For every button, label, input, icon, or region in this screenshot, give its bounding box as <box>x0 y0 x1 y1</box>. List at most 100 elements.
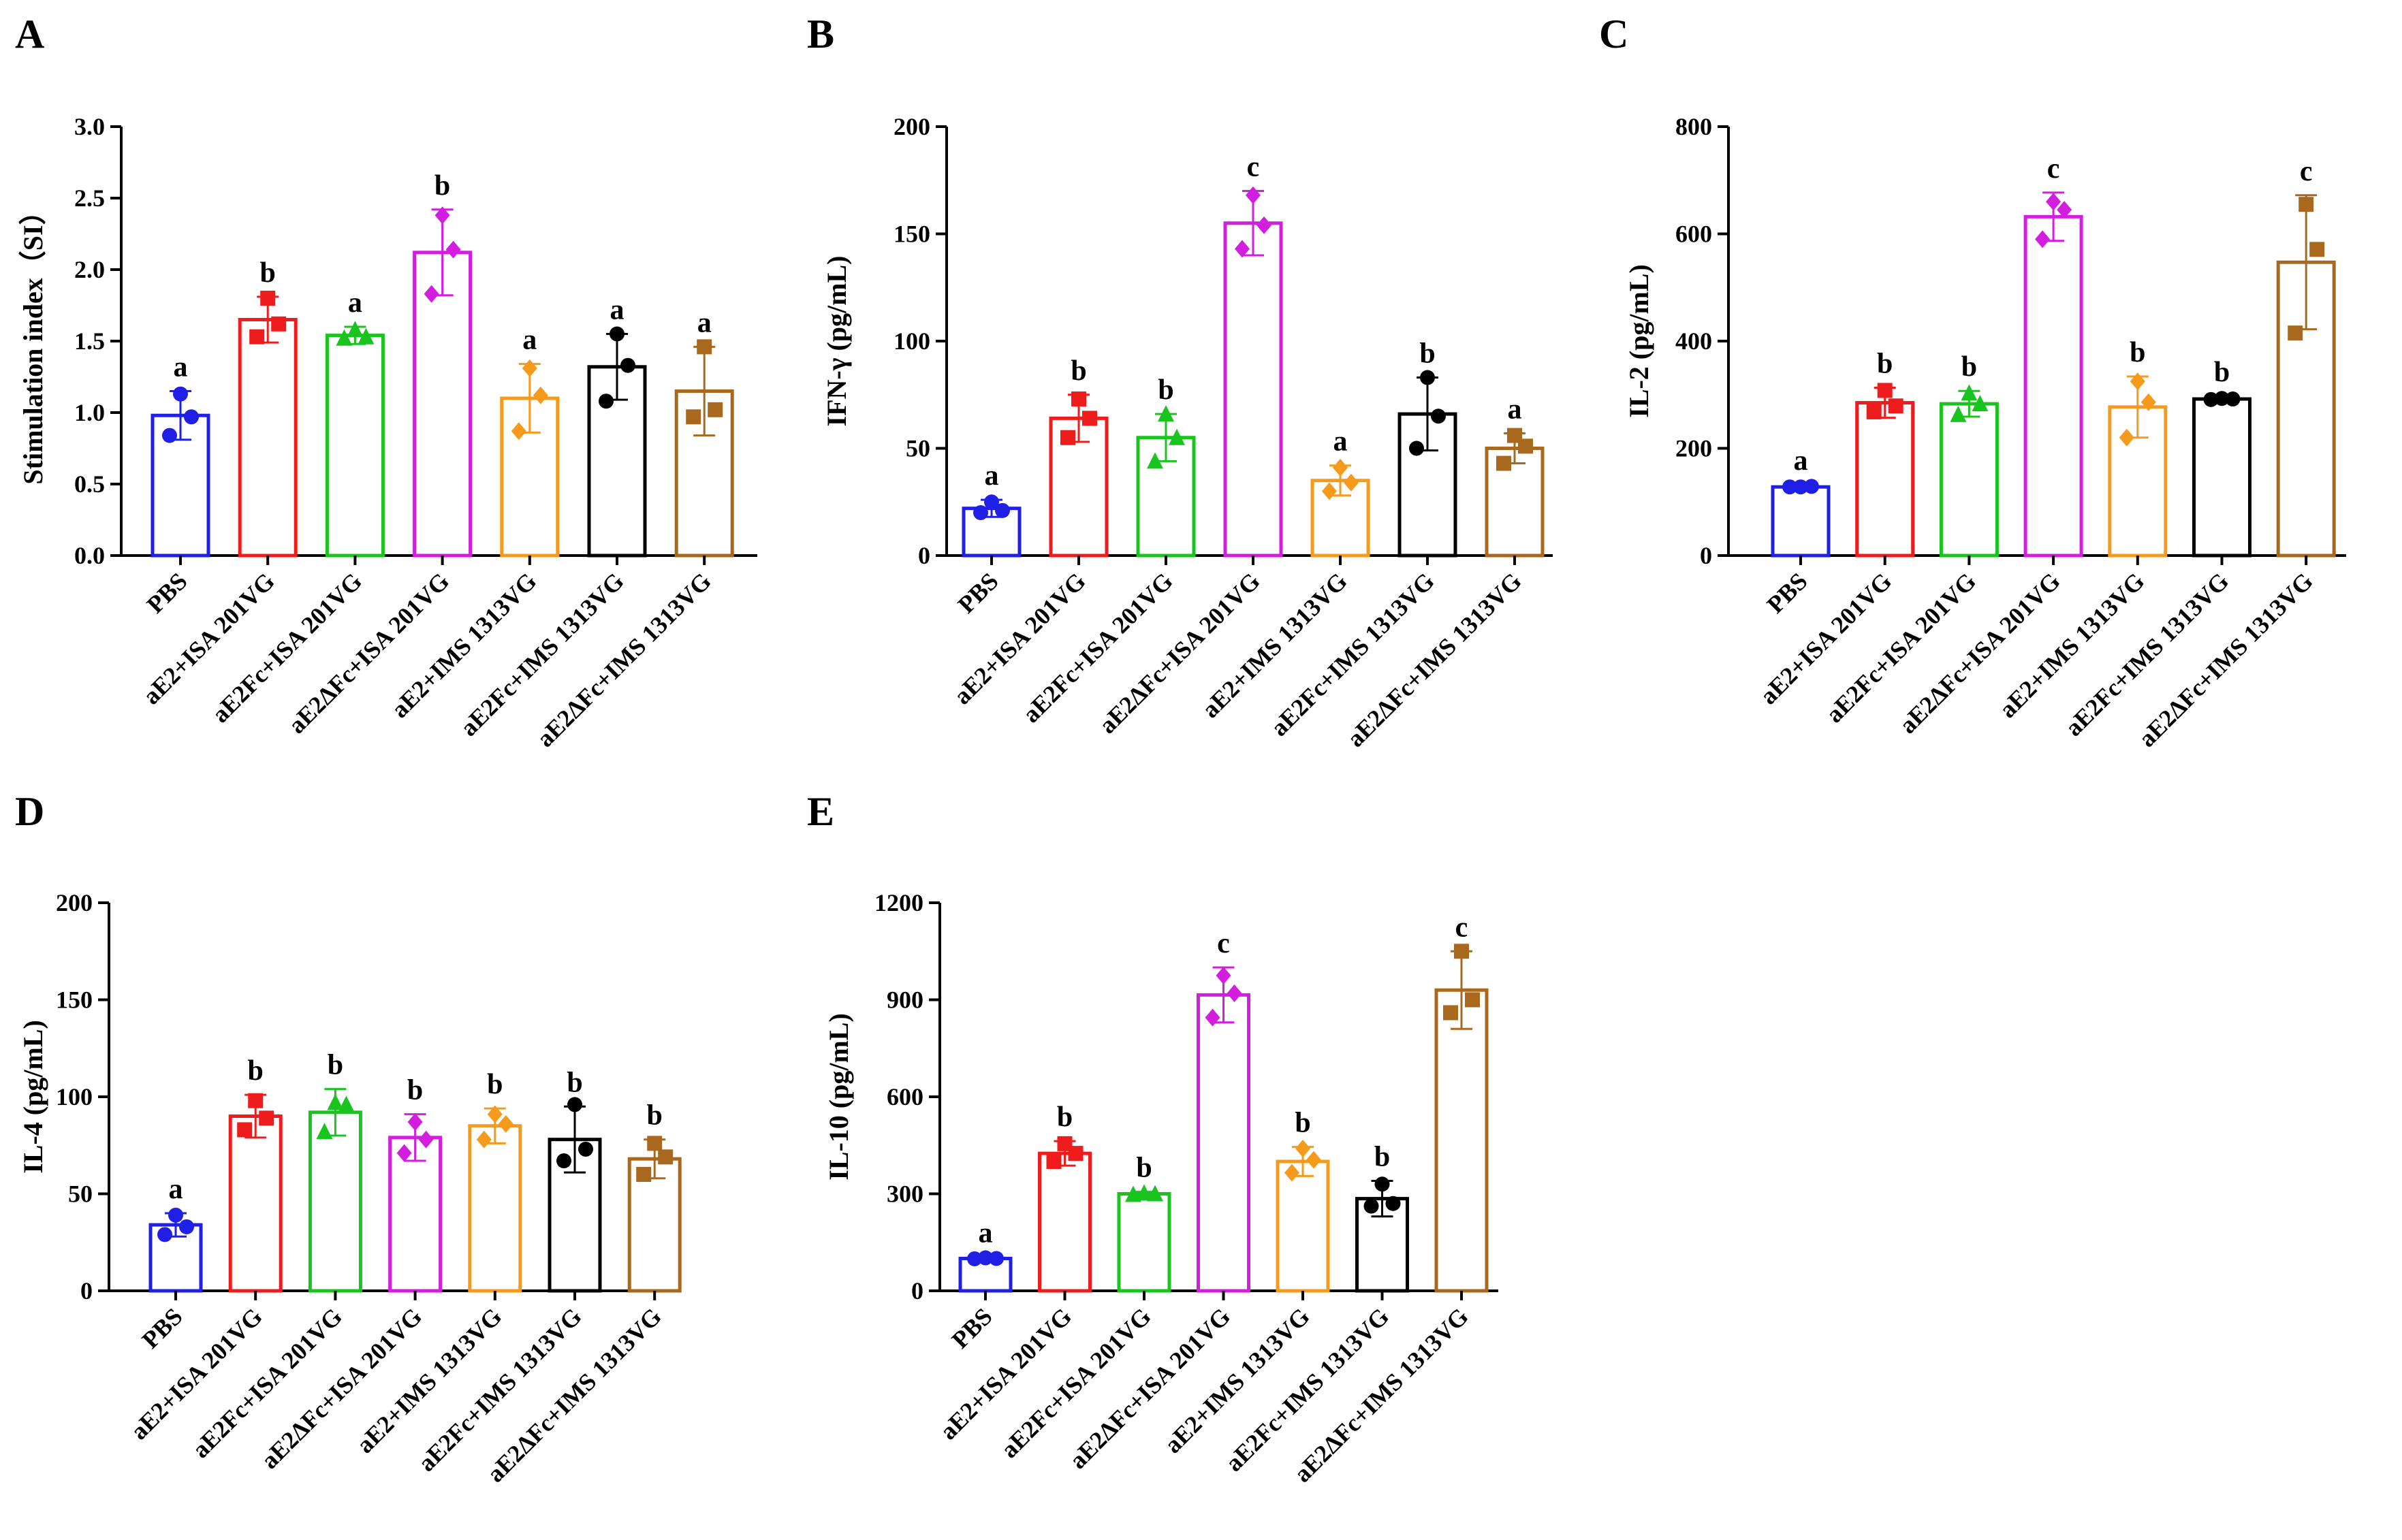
data-point <box>533 386 548 404</box>
y-tick-label: 300 <box>887 1181 923 1208</box>
panel-e: E 0 300 600 900 1200 IL-10 (pg/mL) PBS a aE2+ISA … <box>807 789 1498 1488</box>
data-point <box>347 321 364 338</box>
y-tick-label: 1.0 <box>74 399 105 426</box>
y-tick-label: 900 <box>887 986 923 1014</box>
data-point <box>1216 966 1231 984</box>
panel-letter-d: D <box>15 789 44 834</box>
panel-letter-a: A <box>15 12 44 57</box>
data-point <box>327 1093 344 1110</box>
x-tick-label: aE2+IMS 1313VG <box>1197 567 1353 723</box>
data-point <box>1961 384 1978 401</box>
data-point <box>636 1167 652 1182</box>
data-point <box>556 1153 571 1169</box>
data-point <box>1431 408 1446 424</box>
data-point <box>476 1130 492 1149</box>
significance-letter: a <box>1508 394 1522 425</box>
x-tick-label: aE2ΔFc+ISA 201VG <box>1894 567 2066 739</box>
significance-letter: b <box>1877 349 1893 380</box>
data-point <box>173 386 188 402</box>
data-point <box>396 1144 412 1162</box>
data-point <box>1147 1185 1163 1202</box>
bar <box>1855 401 1915 558</box>
data-point <box>1454 944 1469 959</box>
significance-letter: b <box>1295 1108 1310 1139</box>
significance-letter: b <box>2130 337 2145 368</box>
x-tick-label: aE2Fc+IMS 1313VG <box>455 567 629 741</box>
y-axis-label-e: IL-10 (pg/mL) <box>823 1013 854 1181</box>
x-tick-label: aE2Fc+ISA 201VG <box>206 567 367 728</box>
data-point <box>248 1093 264 1108</box>
bar <box>238 318 298 558</box>
data-point <box>407 1113 423 1132</box>
x-tick-label: aE2+IMS 1313VG <box>351 1302 507 1458</box>
data-point <box>1046 1154 1062 1169</box>
data-point <box>1205 1008 1220 1027</box>
data-point <box>1246 186 1261 204</box>
data-point <box>522 359 537 377</box>
data-point <box>1363 1198 1379 1214</box>
data-point <box>989 1251 1004 1266</box>
y-tick-label: 600 <box>1675 221 1712 248</box>
data-point <box>249 329 265 344</box>
significance-letter: c <box>2047 153 2060 185</box>
significance-letter: a <box>610 295 625 326</box>
y-tick-label: 0 <box>80 1277 93 1304</box>
y-axis-label-b: IFN-γ (pg/mL) <box>821 256 852 427</box>
data-point <box>1465 992 1480 1008</box>
x-tick-label: aE2ΔFc+IMS 1313VG <box>531 567 716 752</box>
data-point <box>2309 242 2325 257</box>
bar <box>228 1114 283 1293</box>
data-point <box>445 240 461 259</box>
y-tick-label: 600 <box>887 1083 923 1110</box>
significance-letter: a <box>522 325 537 356</box>
data-point <box>995 502 1010 518</box>
data-point <box>1496 455 1511 471</box>
y-tick-label: 100 <box>894 327 930 355</box>
y-tick-label: 400 <box>1675 327 1712 355</box>
significance-letter: c <box>1217 928 1230 959</box>
data-point <box>336 329 353 346</box>
bar <box>1771 485 1831 558</box>
data-point <box>1409 440 1424 456</box>
data-point <box>647 1136 663 1151</box>
significance-letter: b <box>647 1100 663 1132</box>
bar <box>325 334 385 558</box>
x-tick-label: aE2+IMS 1313VG <box>386 567 542 723</box>
data-point <box>168 1207 183 1223</box>
data-point <box>1227 984 1242 1002</box>
data-point <box>2140 393 2156 411</box>
data-point <box>237 1122 253 1138</box>
data-point <box>1793 479 1808 495</box>
data-point <box>1147 452 1163 469</box>
data-point <box>2298 197 2314 212</box>
data-point <box>686 409 701 425</box>
data-point <box>697 339 712 355</box>
data-point <box>2046 193 2061 211</box>
y-tick-label: 200 <box>894 113 930 140</box>
data-point <box>179 1219 194 1234</box>
y-tick-label: 2.0 <box>74 256 105 283</box>
data-point <box>1866 404 1882 419</box>
x-tick-label: aE2+IMS 1313VG <box>1994 567 2150 723</box>
bar <box>1223 221 1283 558</box>
data-point <box>2035 230 2051 248</box>
significance-letter: a <box>697 307 712 338</box>
significance-letter: a <box>979 1218 993 1249</box>
data-point <box>978 1250 993 1266</box>
significance-letter: a <box>1333 426 1348 458</box>
data-point <box>434 206 450 225</box>
data-point <box>708 402 723 417</box>
significance-letter: a <box>348 287 362 319</box>
data-point <box>259 1110 274 1126</box>
y-axis-label-d: IL-4 (pg/mL) <box>18 1020 48 1174</box>
data-point <box>578 1141 593 1157</box>
significance-letter: b <box>1158 374 1173 406</box>
significance-letter: a <box>174 352 188 383</box>
data-point <box>1420 370 1435 385</box>
data-point <box>1950 405 1967 422</box>
y-tick-label: 200 <box>56 889 93 916</box>
significance-letter: b <box>567 1067 582 1098</box>
y-tick-label: 800 <box>1675 113 1712 140</box>
x-tick-label: aE2Fc+ISA 201VG <box>187 1302 347 1463</box>
